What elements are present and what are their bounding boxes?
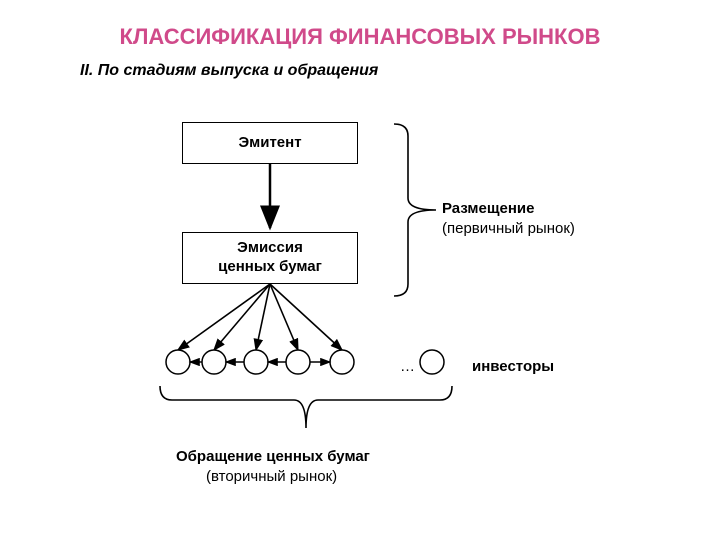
- box-emission: Эмиссия ценных бумаг: [182, 232, 358, 284]
- box-emission-line2: ценных бумаг: [218, 258, 322, 277]
- label-circulation-sub: (вторичный рынок): [206, 468, 337, 485]
- box-emission-line1: Эмиссия: [237, 239, 303, 258]
- label-ellipsis: …: [400, 358, 415, 375]
- label-placement-sub: (первичный рынок): [442, 220, 575, 237]
- label-investors: инвесторы: [472, 358, 554, 375]
- box-emitter: Эмитент: [182, 122, 358, 164]
- label-placement-title: Размещение: [442, 200, 534, 217]
- box-emitter-label: Эмитент: [238, 134, 301, 153]
- subtitle: II. По стадиям выпуска и обращения: [80, 62, 378, 80]
- page-title: КЛАССИФИКАЦИЯ ФИНАНСОВЫХ РЫНКОВ: [0, 24, 720, 50]
- label-circulation-title: Обращение ценных бумаг: [176, 448, 370, 465]
